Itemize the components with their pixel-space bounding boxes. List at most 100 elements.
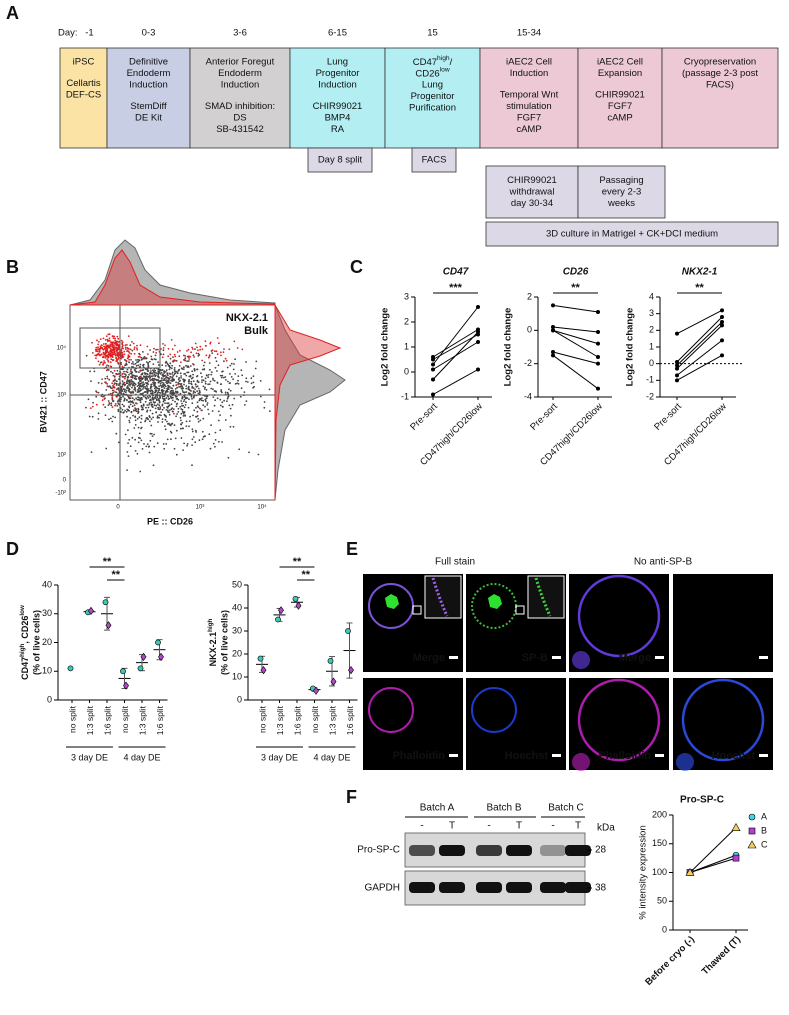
flow-dot [174,372,177,375]
legend-label: A [761,811,767,821]
flow-dot [153,391,156,394]
flow-dot [147,370,150,372]
flow-dot [120,356,123,358]
stage-text: Definitive [129,57,168,68]
flow-dot [124,377,126,380]
flow-dot [257,453,260,456]
lane-label: T [449,821,455,832]
flow-dot [215,350,218,353]
flow-dot [104,361,106,364]
step-box [307,147,373,173]
flow-dot [104,339,107,341]
flow-dot [202,385,205,388]
organoid [681,678,765,762]
flow-dot [157,381,160,384]
scale-bar [552,754,561,757]
flow-dot [206,374,208,377]
flow-dot [144,400,147,403]
flow-dot [178,355,181,358]
flow-dot [204,380,207,383]
point [551,325,555,329]
point [140,652,147,661]
stage-text: Progenitor [316,68,360,79]
point [327,658,334,664]
flow-dot [164,344,166,347]
flow-dot [179,427,182,430]
flow-dot [152,398,155,401]
flow-dot [197,420,200,423]
flow-dot [160,414,162,417]
flow-dot [203,388,206,390]
flow-dot [136,375,138,377]
flow-dot [126,382,129,385]
flow-dot [201,430,204,433]
x-tick-label: 1:3 split [85,705,95,735]
flow-dot [157,421,159,423]
y-axis-label: (% of live cells) [219,610,229,675]
flow-dot [228,348,231,351]
flow-dot [157,373,160,375]
scale-bar [655,754,664,757]
flow-dot [169,424,172,427]
flow-dot [159,406,162,409]
flow-dot [263,406,266,409]
flow-dot [207,383,210,386]
flow-dot [195,406,197,409]
flow-dot [217,364,220,367]
flow-dot [166,438,169,441]
flow-dot [166,382,169,385]
flow-dot [162,353,165,356]
flow-dot [138,416,141,419]
flow-dot [116,347,118,350]
step-text: CHIR99021 [507,175,557,186]
flow-dot [153,396,156,399]
flow-dot [138,387,141,390]
flow-dot [142,381,145,383]
flow-dot [170,397,173,400]
flow-dot [144,419,147,422]
flow-dot [129,397,132,400]
day: 15-34 [517,28,541,39]
flow-dot [208,362,211,364]
flow-dot [268,388,271,391]
flow-dot [97,412,100,415]
flow-dot [98,350,101,353]
flow-dot [175,395,178,398]
x-tick-label: Before cryo (-) [643,934,697,988]
flow-dot [217,440,220,443]
flow-dot [219,351,222,354]
scale-bar [449,656,458,659]
flow-dot [191,428,194,431]
flow-dot [183,358,186,361]
flow-dot [185,420,188,423]
flow-dot [223,399,226,402]
stage-text: Endoderm [127,68,171,79]
flow-dot [181,396,184,398]
flow-dot [151,392,154,394]
flow-dot [131,341,133,343]
flow-dot [196,401,199,404]
flow-dot [185,385,188,387]
flow-dot [142,363,145,366]
flow-dot [181,402,183,405]
flow-dot [146,416,148,419]
flow-dot [102,348,104,351]
flow-dot [146,388,148,390]
flow-dot [173,447,176,450]
significance: ** [111,569,120,581]
significance: ** [103,556,112,568]
flow-dot [112,415,114,418]
flow-dot [174,388,177,390]
flow-dot [203,435,206,438]
flow-dot [117,356,120,359]
flow-dot [105,347,108,349]
flow-dot [134,377,137,379]
flow-dot [173,412,175,415]
flow-dot [107,346,109,348]
flow-dot [178,365,181,367]
stage-text: cAMP [607,113,632,124]
day: 6-15 [328,28,347,39]
step-box [485,221,779,247]
histogram-top [69,239,276,306]
y-axis-label-part: high [207,618,214,631]
